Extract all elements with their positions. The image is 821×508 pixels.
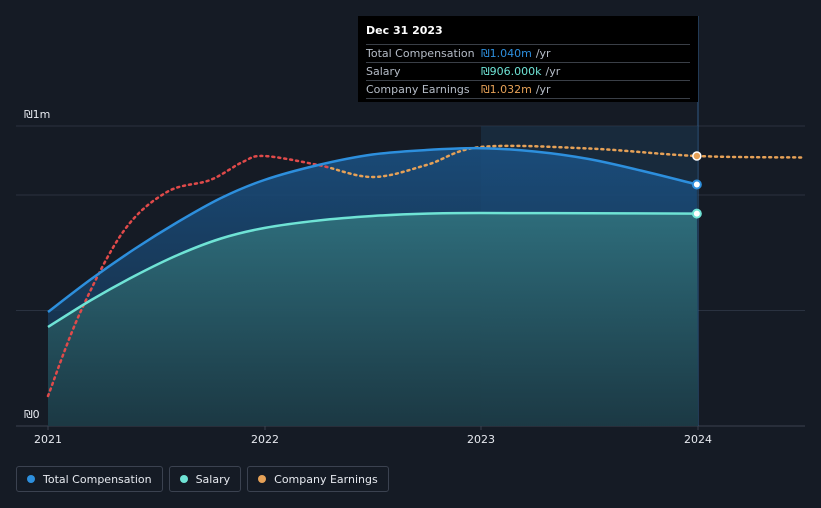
salary-marker	[691, 208, 702, 219]
tooltip-label: Salary	[366, 65, 401, 78]
legend-dot-icon	[258, 475, 267, 483]
legend-item-company-earnings[interactable]: Company Earnings	[247, 466, 389, 492]
tooltip-row-total: Total Compensation ₪1.040m /yr	[366, 44, 690, 62]
legend-dot-icon	[27, 475, 35, 483]
tooltip-unit: /yr	[545, 65, 561, 78]
salary-line	[47, 211, 697, 329]
tooltip-value: ₪1.040m	[481, 47, 532, 60]
legend-label: Salary	[195, 472, 231, 486]
y-tick-label: ₪1m	[24, 108, 50, 121]
tooltip-label: Total Compensation	[366, 47, 475, 60]
company-earnings-marker	[692, 151, 702, 161]
total-compensation-line	[47, 146, 698, 313]
tooltip-value: ₪906.000k	[481, 65, 542, 78]
salary-area	[48, 212, 698, 426]
legend-label: Company Earnings	[274, 472, 378, 486]
tooltip-row-earnings: Company Earnings ₪1.032m /yr	[366, 80, 690, 99]
legend-dot-icon	[179, 475, 188, 483]
total-compensation-marker	[691, 179, 702, 190]
x-tick-label: 2022	[251, 433, 279, 446]
tooltip: Dec 31 2023 Total Compensation ₪1.040m /…	[358, 16, 698, 102]
legend: Total Compensation Salary Company Earnin…	[16, 466, 389, 492]
legend-item-salary[interactable]: Salary	[168, 466, 242, 492]
y-tick-label: ₪0	[24, 408, 40, 421]
tooltip-unit: /yr	[535, 47, 551, 60]
x-tick-label: 2023	[467, 433, 495, 446]
tooltip-value: ₪1.032m	[481, 83, 532, 96]
x-tick-label: 2024	[684, 433, 712, 446]
tooltip-row-salary: Salary ₪906.000k /yr	[366, 62, 690, 80]
company-earnings-line-negative-trend	[46, 154, 330, 398]
legend-label: Total Compensation	[43, 472, 152, 486]
tooltip-unit: /yr	[535, 83, 551, 96]
x-tick-label: 2021	[34, 433, 62, 446]
tooltip-date: Dec 31 2023	[366, 24, 443, 37]
tooltip-label: Company Earnings	[366, 83, 470, 96]
legend-item-total-compensation[interactable]: Total Compensation	[16, 466, 163, 492]
